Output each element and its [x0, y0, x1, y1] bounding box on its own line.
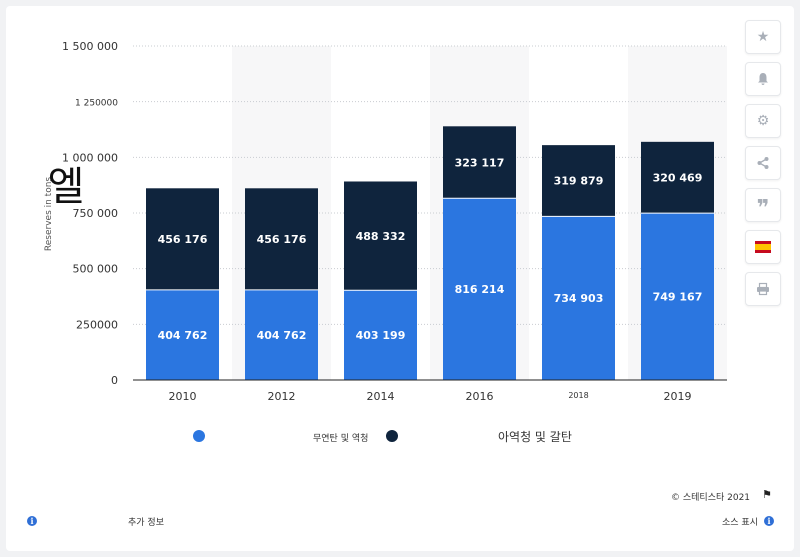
y-tick-label-6: 1 500 000	[62, 40, 118, 53]
legend-label-2: 무연탄 및 역청	[313, 434, 369, 444]
data-label-bottom-2016: 816 214	[455, 283, 505, 296]
bar-bottom-2018	[542, 216, 615, 380]
bell-icon	[758, 73, 768, 85]
data-label-top-2012: 456 176	[257, 233, 307, 246]
favorite-button[interactable]: ★	[745, 20, 781, 54]
x-tick-label-2019: 2019	[664, 390, 692, 403]
source-info-icon[interactable]: i	[764, 516, 774, 526]
star-icon: ★	[756, 29, 770, 45]
data-label-bottom-2010: 404 762	[158, 329, 208, 342]
legend-dot-series-2[interactable]	[386, 430, 398, 442]
quote-icon: ❞	[756, 196, 770, 221]
bar-top-2018	[542, 145, 615, 217]
bar-top-2016	[443, 126, 516, 199]
data-label-top-2014: 488 332	[356, 230, 406, 243]
data-label-top-2016: 323 117	[455, 156, 505, 169]
data-label-top-2010: 456 176	[158, 233, 208, 246]
language-button[interactable]	[745, 230, 781, 264]
x-tick-label-2016: 2016	[466, 390, 494, 403]
y-tick-label-5: 1 250000	[75, 99, 118, 109]
bar-top-2014	[344, 181, 417, 291]
y-tick-label-0: 0	[111, 374, 118, 387]
more-info-link[interactable]: 추가 정보	[128, 518, 164, 528]
y-axis-ticks: 0 250000 500 000 750 000 1 000 000 1 250000 1 …	[62, 40, 118, 387]
data-label-bottom-2018: 734 903	[554, 292, 604, 305]
data-label-bottom-2014: 403 199	[356, 329, 406, 342]
info-icon[interactable]: i	[27, 516, 37, 526]
bar-top-2012	[245, 188, 318, 290]
flag-icon: ⚑	[762, 488, 772, 501]
y-tick-label-1: 250000	[76, 318, 118, 331]
grid-lines	[133, 45, 727, 325]
show-source-link[interactable]: 소스 표시	[722, 518, 758, 528]
settings-button[interactable]: ⚙	[745, 104, 781, 138]
data-label-top-2018: 319 879	[554, 175, 604, 188]
copyright-text: © 스테티스타 2021	[671, 493, 751, 503]
y-tick-label-2: 500 000	[73, 263, 119, 276]
bar-bottom-2014	[344, 290, 417, 380]
notification-button[interactable]	[745, 62, 781, 96]
data-label-bottom-2019: 749 167	[653, 291, 703, 304]
spain-flag-icon	[755, 241, 771, 253]
x-tick-label-2018: 2018	[568, 391, 588, 400]
legend-dot-series-1[interactable]	[193, 430, 205, 442]
bar-bottom-2012	[245, 289, 318, 380]
bars: 404 762 456 176 404 762 456 176 403 199 488 3…	[146, 126, 714, 380]
x-tick-label-2010: 2010	[169, 390, 197, 403]
bar-top-2010	[146, 188, 219, 290]
bar-bottom-2019	[641, 213, 714, 380]
gear-icon: ⚙	[756, 113, 770, 129]
bar-bottom-2010	[146, 289, 219, 380]
y-axis-label-glyph: 엘	[48, 164, 85, 210]
bar-top-2019	[641, 141, 714, 214]
share-button[interactable]	[745, 146, 781, 180]
x-tick-label-2012: 2012	[268, 390, 296, 403]
cite-button[interactable]: ❞	[745, 188, 781, 222]
print-button[interactable]	[745, 272, 781, 306]
x-axis-ticks: 2010 2012 2014 2016 2018 2019	[169, 390, 692, 403]
x-tick-label-2014: 2014	[367, 390, 395, 403]
print-icon	[757, 282, 769, 296]
legend-label-3: 아역청 및 갈탄	[498, 430, 572, 444]
bar-bottom-2016	[443, 198, 516, 380]
data-label-top-2019: 320 469	[653, 172, 703, 185]
y-tick-label-4: 1 000 000	[62, 151, 118, 164]
y-axis-label: Reserves in tons	[44, 177, 54, 252]
share-icon	[757, 157, 769, 169]
data-label-bottom-2012: 404 762	[257, 329, 307, 342]
y-tick-label-3: 750 000	[73, 207, 119, 220]
